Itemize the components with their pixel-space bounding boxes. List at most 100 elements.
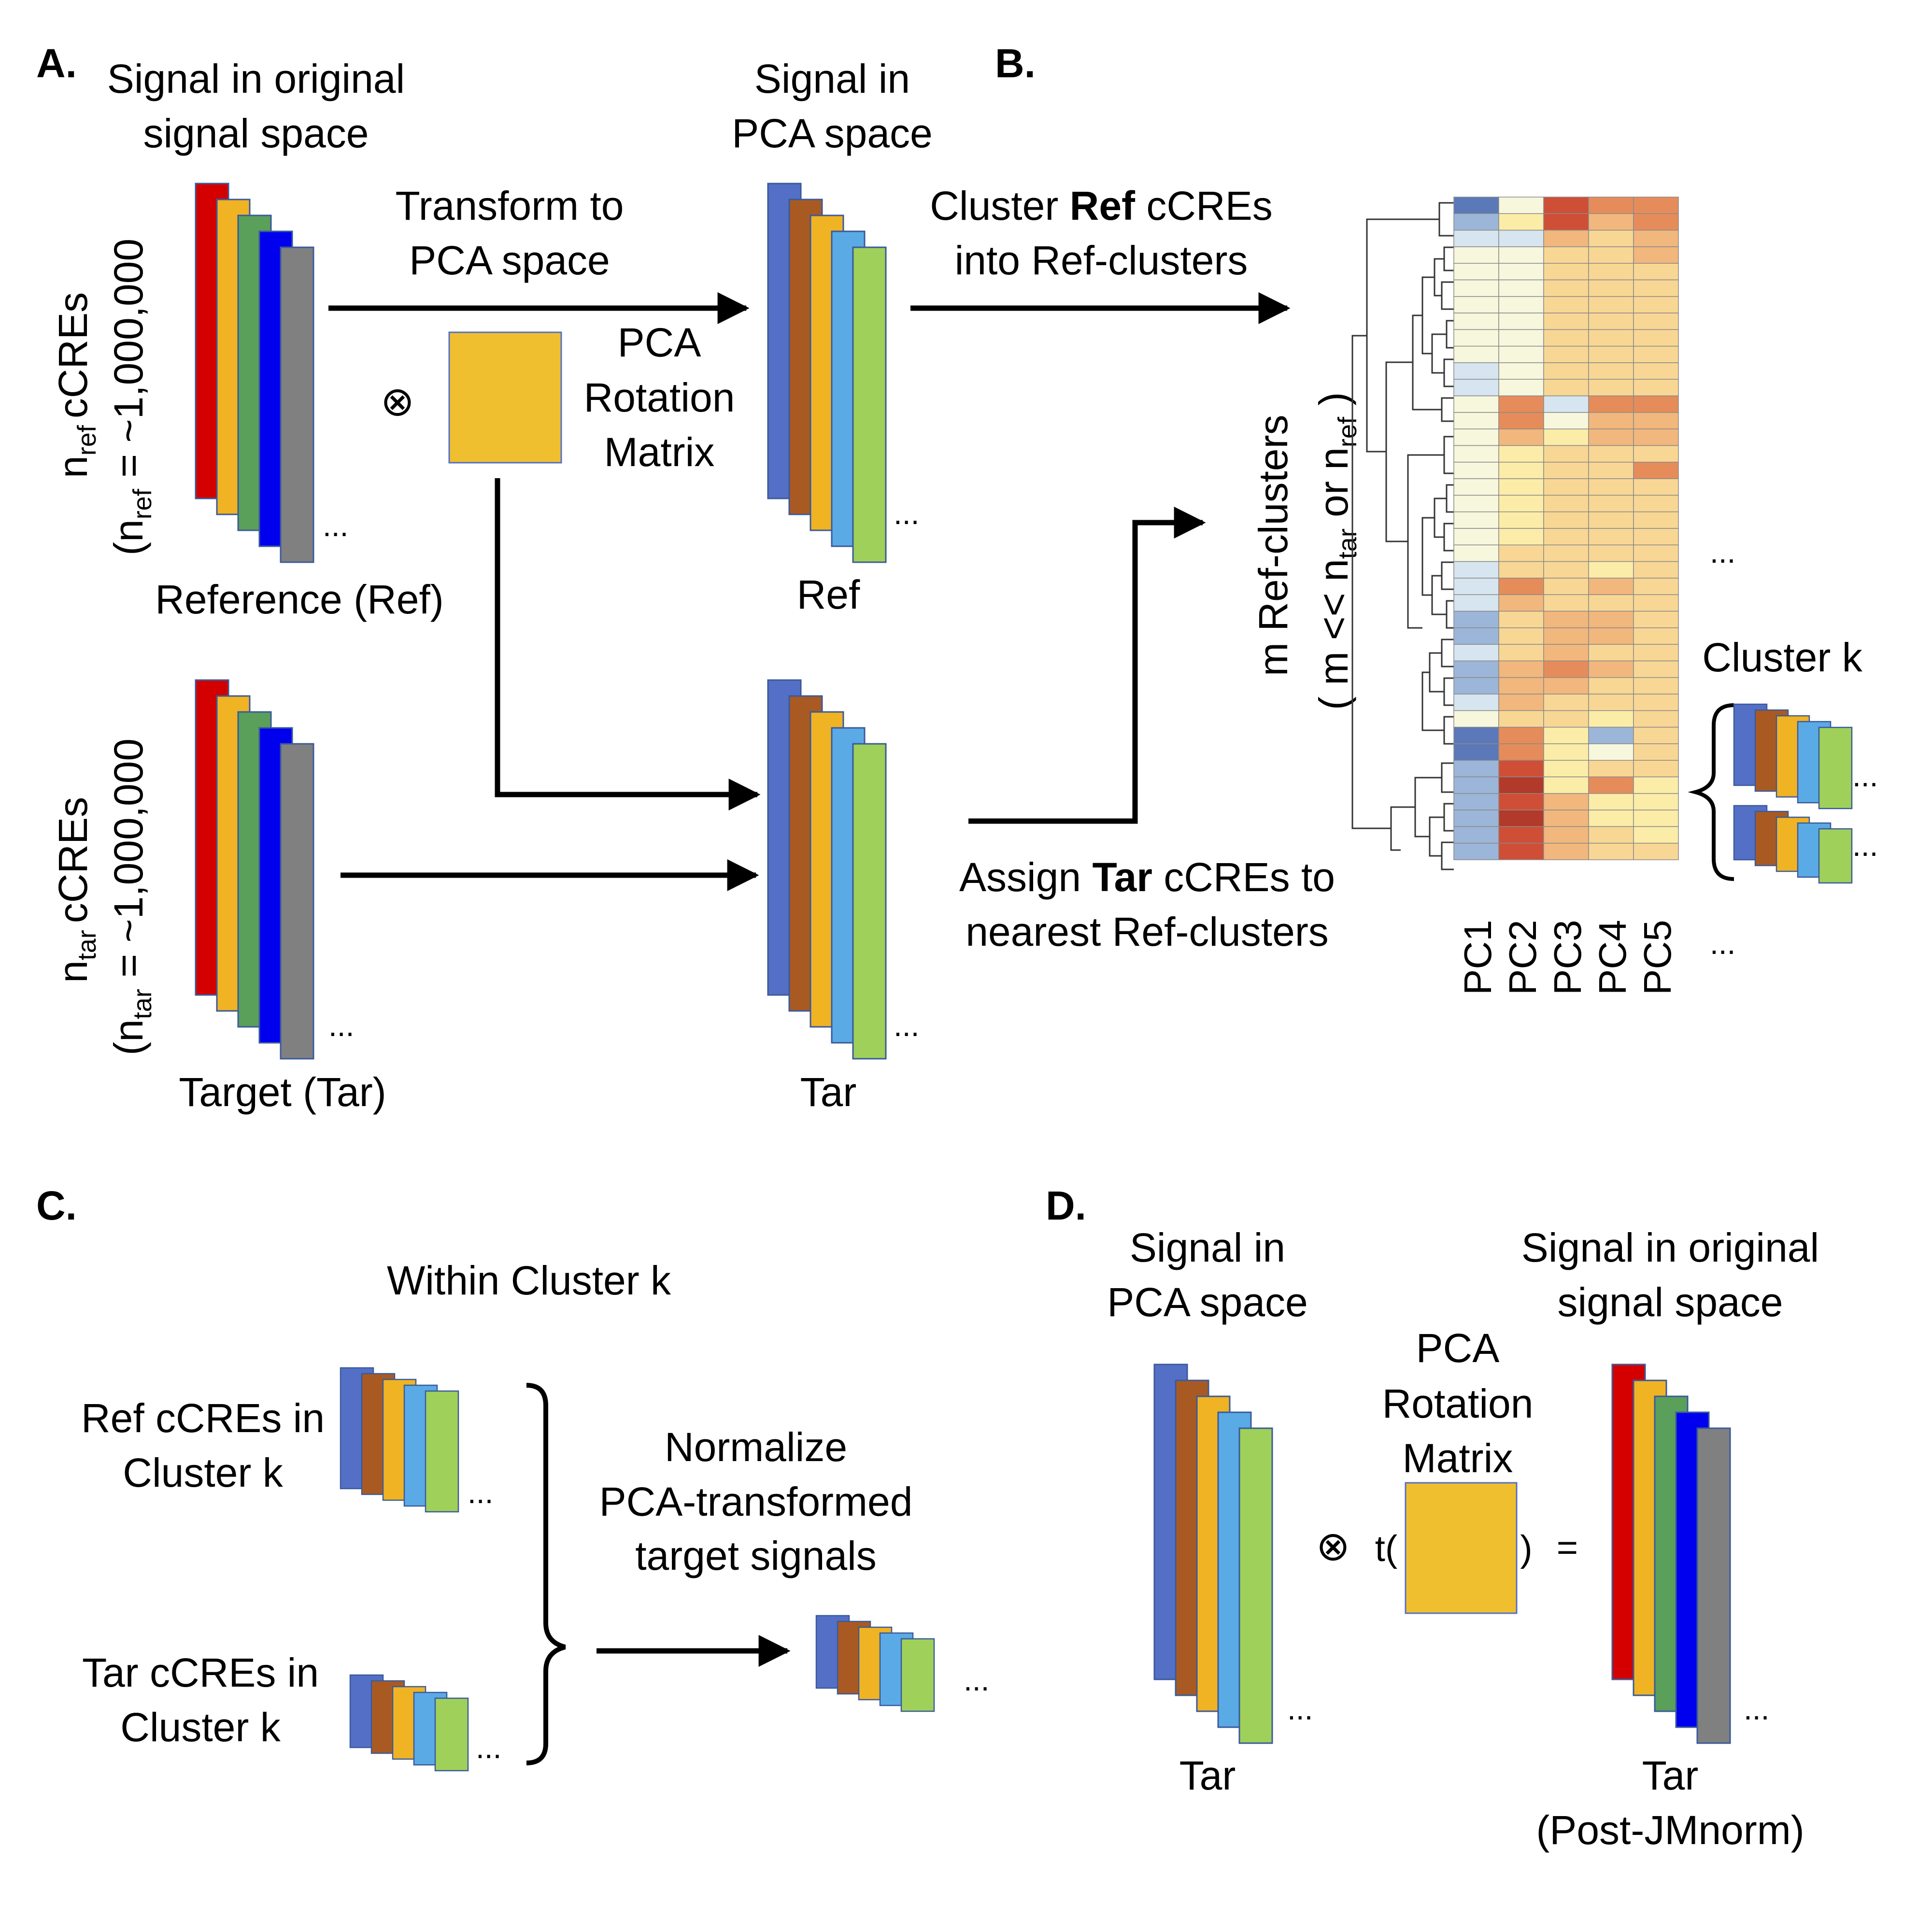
- heatmap-cell: [1588, 561, 1634, 579]
- pca-rotation-matrix-transposed: [1405, 1482, 1518, 1614]
- heatmap-cell: [1633, 710, 1679, 728]
- heatmap-cell: [1588, 313, 1634, 330]
- heatmap-cell: [1543, 660, 1589, 678]
- orig-signal-title-line1: Signal in original: [107, 56, 405, 101]
- heatmap-cell: [1543, 594, 1589, 612]
- heatmap-cell: [1633, 578, 1679, 595]
- tar-original-signal-stack: [195, 679, 314, 1060]
- heatmap-cell: [1588, 842, 1634, 860]
- rotation-label-line1: PCA: [618, 320, 701, 365]
- heatmap-cell: [1453, 710, 1499, 728]
- heatmap-cell: [1498, 246, 1544, 264]
- heatmap-cell: [1498, 578, 1544, 595]
- heatmap-cell: [1588, 246, 1634, 264]
- heatmap-cell: [1453, 726, 1499, 744]
- heatmap-cell: [1453, 329, 1499, 347]
- heatmap-cell: [1633, 561, 1679, 579]
- ref-original-signal-stack: [195, 183, 314, 563]
- ellipsis: ...: [468, 1475, 493, 1510]
- heatmap-cell: [1588, 345, 1634, 363]
- panel-d: D. Signal in PCA space Signal in origina…: [1046, 1183, 1819, 1853]
- heatmap-cell: [1543, 213, 1589, 231]
- heatmap-cell: [1633, 296, 1679, 313]
- heatmap-cell: [1543, 760, 1589, 778]
- heatmap-cell: [1633, 511, 1679, 529]
- heatmap-cell: [1588, 677, 1634, 695]
- heatmap-cell: [1498, 743, 1544, 761]
- heatmap-cell: [1588, 594, 1634, 612]
- heatmap-cell: [1543, 296, 1589, 313]
- ellipsis: ...: [476, 1730, 501, 1765]
- heatmap-cell: [1543, 561, 1589, 579]
- heatmap-cell: [1588, 826, 1634, 844]
- heatmap-cell: [1633, 428, 1679, 446]
- ref-cluster-label-line2: Cluster k: [123, 1450, 283, 1495]
- heatmap-cell: [1453, 279, 1499, 297]
- rotation-label-line2: Rotation: [584, 375, 735, 420]
- heatmap-cell: [1588, 296, 1634, 313]
- pc-label: PC4: [1591, 920, 1634, 995]
- heatmap-cell: [1498, 776, 1544, 794]
- normalize-label-line1: Normalize: [665, 1424, 847, 1470]
- heatmap-cell: [1453, 743, 1499, 761]
- signal-track: [900, 1638, 935, 1712]
- heatmap-cell: [1453, 395, 1499, 413]
- heatmap-cell: [1588, 379, 1634, 397]
- heatmap-cell: [1498, 395, 1544, 413]
- tar-count-label: ntarcCREs: [50, 797, 101, 983]
- heatmap-cell: [1588, 329, 1634, 347]
- heatmap-cell: [1543, 478, 1589, 496]
- heatmap-cell: [1498, 594, 1544, 612]
- rotation-label-line3: Matrix: [604, 429, 715, 475]
- rotation-label-line3: Matrix: [1403, 1435, 1513, 1481]
- heatmap-cell: [1498, 478, 1544, 496]
- signal-track: [1696, 1427, 1731, 1744]
- tar-pca-caption: Tar: [800, 1069, 857, 1115]
- heatmap-cell: [1633, 345, 1679, 363]
- heatmap-cell: [1588, 776, 1634, 794]
- heatmap-cell: [1633, 462, 1679, 479]
- otimes-symbol: ⊗: [381, 379, 414, 424]
- heatmap-cell: [1633, 395, 1679, 413]
- heatmap-cell: [1543, 776, 1589, 794]
- heatmap-cell: [1453, 412, 1499, 429]
- heatmap-cell: [1633, 760, 1679, 778]
- heatmap-cell: [1633, 246, 1679, 264]
- signal-track: [1818, 828, 1853, 884]
- heatmap-cell: [1588, 412, 1634, 429]
- heatmap-cell: [1498, 561, 1544, 579]
- heatmap-cell: [1633, 213, 1679, 231]
- signal-track: [434, 1697, 469, 1772]
- heatmap-cell: [1543, 345, 1589, 363]
- ellipsis: ...: [1710, 535, 1735, 569]
- ref-count-formula: (nref = ~1,000,000: [106, 239, 157, 555]
- heatmap-cell: [1543, 445, 1589, 463]
- pca-cluster-heatmap: [1453, 197, 1679, 860]
- heatmap-cell: [1543, 246, 1589, 264]
- assign-arrow: [968, 507, 1206, 824]
- heatmap-cell: [1498, 644, 1544, 662]
- heatmap-cell: [1633, 495, 1679, 512]
- heatmap-cell: [1588, 213, 1634, 231]
- heatmap-cell: [1453, 229, 1499, 247]
- heatmap-cell: [1633, 677, 1679, 695]
- transpose-open: t(: [1375, 1528, 1397, 1569]
- pc-label: PC5: [1636, 920, 1679, 995]
- heatmap-cell: [1588, 462, 1634, 479]
- ellipsis: ...: [894, 1008, 919, 1043]
- heatmap-cell: [1498, 528, 1544, 546]
- ellipsis: ...: [323, 508, 348, 543]
- heatmap-cell: [1498, 213, 1544, 231]
- heatmap-cell: [1453, 445, 1499, 463]
- heatmap-cell: [1453, 793, 1499, 810]
- ref-cluster-k-stack: [340, 1367, 459, 1513]
- post-caption-line2: (Post-JMnorm): [1536, 1807, 1804, 1853]
- cluster-k-brace: [526, 1383, 566, 1765]
- heatmap-cell: [1498, 710, 1544, 728]
- heatmap-cell: [1453, 842, 1499, 860]
- heatmap-cell: [1633, 478, 1679, 496]
- rotation-label-line2: Rotation: [1382, 1381, 1534, 1426]
- signal-track: [1238, 1427, 1273, 1744]
- cluster-ref-label-line2: into Ref-clusters: [955, 238, 1248, 283]
